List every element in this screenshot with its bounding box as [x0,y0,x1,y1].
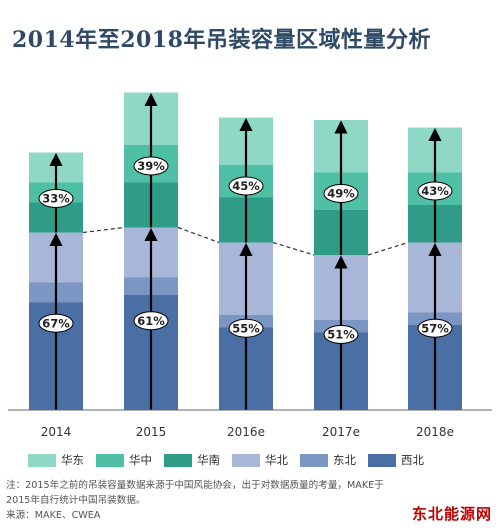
legend-label: 东北 [333,453,356,467]
pct-bubble-lower-2018e [417,318,453,338]
legend-swatch [300,453,328,467]
pct-label-lower-2016e: 55% [232,321,260,335]
legend-item-华中: 华中 [96,452,152,468]
legend-swatch [164,453,192,467]
legend-item-华北: 华北 [232,452,288,468]
x-tick-label-2015: 2015 [136,425,167,439]
legend-item-华东: 华东 [28,452,84,468]
watermark-logo: 东北能源网 [411,505,492,523]
pct-bubble-lower-2014 [38,313,74,333]
legend-label: 华南 [197,453,220,467]
pct-label-upper-2018e: 43% [421,184,449,198]
x-tick-label-2014: 2014 [41,425,72,439]
stacked-bar-chart: 33% 67% 2014 39% 61% 2015 45% 55% 2016e 49% 51% 201… [8,92,492,439]
pct-label-lower-2014: 67% [42,316,70,330]
x-tick-label-2018e: 2018e [416,425,454,439]
legend-label: 华中 [129,453,152,467]
pct-label-lower-2015: 61% [137,314,165,328]
legend-item-西北: 西北 [368,452,424,468]
legend-item-东北: 东北 [300,452,356,468]
pct-label-upper-2015: 39% [137,159,165,173]
pct-bubble-lower-2017e [323,325,359,344]
legend-swatch [28,453,56,467]
legend-label: 华东 [61,453,84,467]
split-connector-3 [367,241,409,256]
pct-label-upper-2017e: 49% [327,187,355,201]
pct-bubble-lower-2016e [228,318,264,338]
pct-label-lower-2017e: 51% [327,328,355,342]
source-note: 注：2015年之前的吊装容量数据来源于中国风能协会，出于对数据质量的考量，MAK… [6,480,384,521]
split-connector-1 [177,226,220,244]
pct-bubble-lower-2015 [133,311,169,331]
pct-label-upper-2014: 33% [42,192,70,206]
x-tick-label-2016e: 2016e [227,425,265,439]
legend-label: 华北 [265,453,288,467]
split-connector-0 [82,226,125,234]
pct-bubble-upper-2017e [323,184,359,203]
legend-swatch [96,453,124,467]
legend-swatch [232,453,260,467]
pct-label-lower-2018e: 57% [421,321,449,335]
pct-label-upper-2016e: 45% [232,179,260,193]
pct-bubble-upper-2015 [133,156,169,176]
legend-label: 西北 [401,453,424,467]
chart-title: 2014年至2018年吊装容量区域性量分析 [12,27,431,53]
legend-item-华南: 华南 [164,452,220,468]
pct-bubble-upper-2018e [417,181,453,201]
pct-bubble-upper-2016e [228,176,264,196]
chart-legend: 华东 华中 华南 华北 东北 西北 [28,452,488,468]
split-connector-2 [272,241,315,256]
pct-bubble-upper-2014 [38,189,74,208]
legend-swatch [368,453,396,467]
x-tick-label-2017e: 2017e [322,425,360,439]
